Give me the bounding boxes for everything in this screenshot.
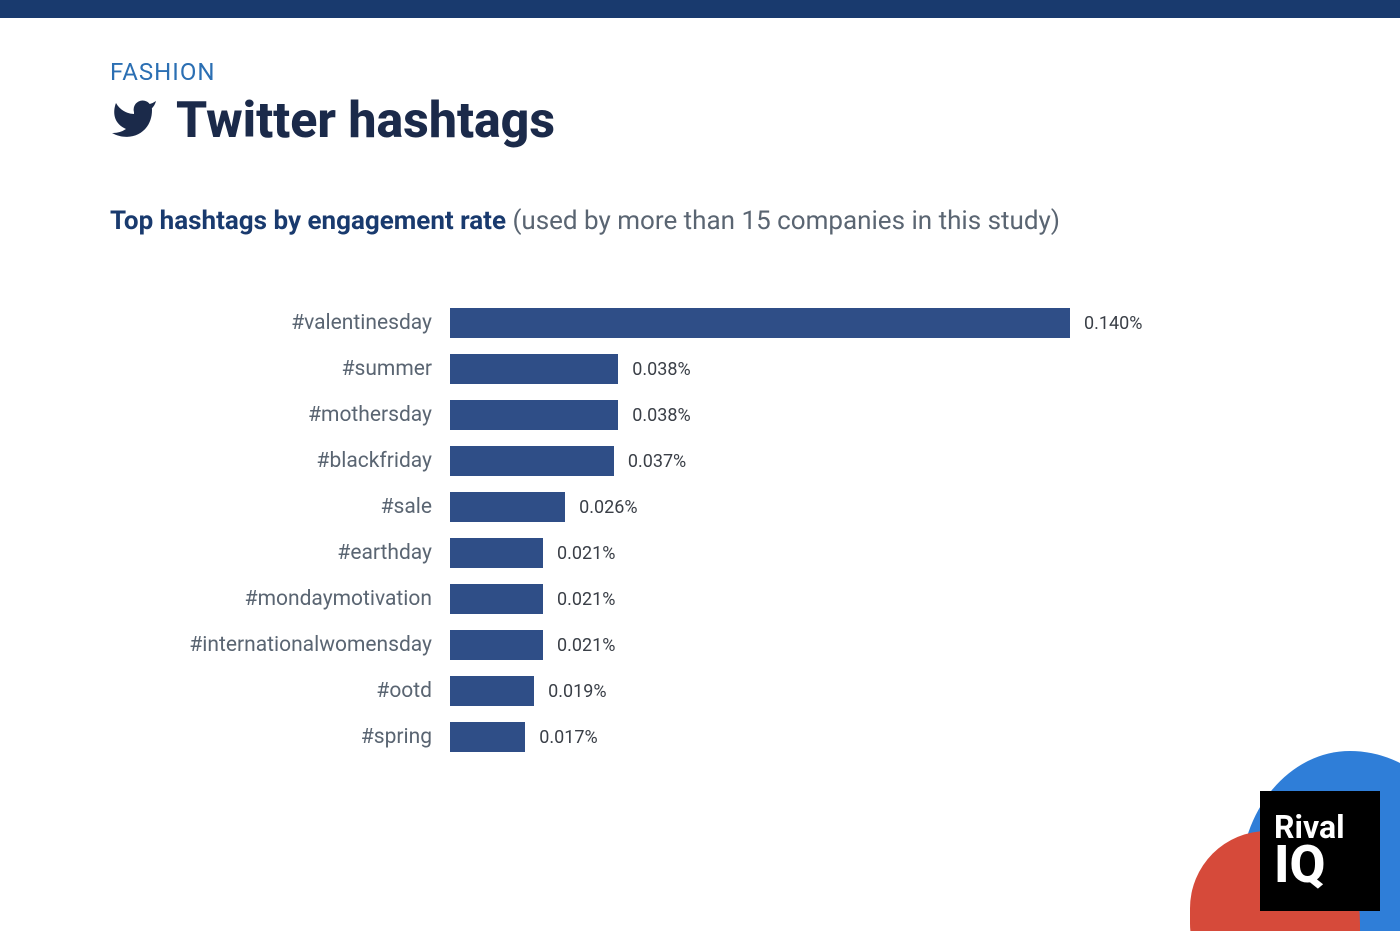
logo-area: Rival IQ	[1160, 731, 1400, 931]
top-band	[0, 0, 1400, 18]
chart-value-label: 0.038%	[618, 405, 690, 426]
content-area: FASHION Twitter hashtags Top hashtags by…	[110, 58, 1290, 760]
title-row: Twitter hashtags	[110, 92, 1290, 150]
chart-value-label: 0.021%	[543, 543, 615, 564]
chart-row: #earthday 0.021%	[110, 530, 1290, 576]
chart-value-label: 0.021%	[543, 635, 615, 656]
decorative-blob-blue	[1240, 751, 1400, 931]
chart-value-label: 0.017%	[525, 727, 597, 748]
chart-row: #mondaymotivation 0.021%	[110, 576, 1290, 622]
logo-text-rival: Rival	[1274, 811, 1380, 843]
chart-bar	[450, 538, 543, 568]
chart-row: #ootd 0.019%	[110, 668, 1290, 714]
chart-value-label: 0.026%	[565, 497, 637, 518]
chart-value-label: 0.038%	[618, 359, 690, 380]
chart-bar-wrap: 0.037%	[450, 446, 1290, 476]
chart-value-label: 0.019%	[534, 681, 606, 702]
chart-row-label: #internationalwomensday	[110, 633, 450, 657]
chart-bar	[450, 308, 1070, 338]
chart-row-label: #spring	[110, 725, 450, 749]
chart-bar	[450, 722, 525, 752]
hashtag-bar-chart: #valentinesday0.140%#summer0.038%#mother…	[110, 300, 1290, 760]
subtitle-light: (used by more than 15 companies in this …	[506, 206, 1060, 236]
chart-row-label: #mothersday	[110, 403, 450, 427]
chart-row: #internationalwomensday 0.021%	[110, 622, 1290, 668]
chart-row-label: #valentinesday	[110, 311, 450, 335]
subtitle-bold: Top hashtags by engagement rate	[110, 206, 506, 236]
rivaliq-logo: Rival IQ	[1260, 791, 1380, 911]
chart-row: #sale 0.026%	[110, 484, 1290, 530]
twitter-icon	[110, 95, 158, 147]
chart-row: #summer 0.038%	[110, 346, 1290, 392]
chart-value-label: 0.140%	[1070, 313, 1142, 334]
chart-bar-wrap: 0.038%	[450, 400, 1290, 430]
chart-value-label: 0.037%	[614, 451, 686, 472]
chart-bar	[450, 630, 543, 660]
chart-bar	[450, 492, 565, 522]
chart-bar-wrap: 0.017%	[450, 722, 1290, 752]
chart-row-label: #sale	[110, 495, 450, 519]
subtitle: Top hashtags by engagement rate (used by…	[110, 206, 1290, 236]
chart-value-label: 0.021%	[543, 589, 615, 610]
chart-bar	[450, 676, 534, 706]
page-title: Twitter hashtags	[176, 92, 555, 150]
chart-row-label: #mondaymotivation	[110, 587, 450, 611]
chart-bar	[450, 584, 543, 614]
chart-bar	[450, 354, 618, 384]
chart-bar-wrap: 0.021%	[450, 584, 1290, 614]
chart-bar-wrap: 0.140%	[450, 308, 1290, 338]
chart-bar-wrap: 0.038%	[450, 354, 1290, 384]
chart-row-label: #summer	[110, 357, 450, 381]
logo-text-iq: IQ	[1274, 839, 1380, 891]
chart-row-label: #earthday	[110, 541, 450, 565]
decorative-blob-red	[1190, 831, 1360, 931]
chart-row-label: #blackfriday	[110, 449, 450, 473]
chart-bar-wrap: 0.026%	[450, 492, 1290, 522]
chart-bar-wrap: 0.021%	[450, 538, 1290, 568]
chart-bar-wrap: 0.019%	[450, 676, 1290, 706]
chart-bar-wrap: 0.021%	[450, 630, 1290, 660]
category-label: FASHION	[110, 58, 1290, 86]
chart-row: #blackfriday 0.037%	[110, 438, 1290, 484]
chart-row-label: #ootd	[110, 679, 450, 703]
chart-bar	[450, 400, 618, 430]
chart-row: #valentinesday 0.140%	[110, 300, 1290, 346]
chart-bar	[450, 446, 614, 476]
chart-row: #spring 0.017%	[110, 714, 1290, 760]
chart-row: #mothersday 0.038%	[110, 392, 1290, 438]
